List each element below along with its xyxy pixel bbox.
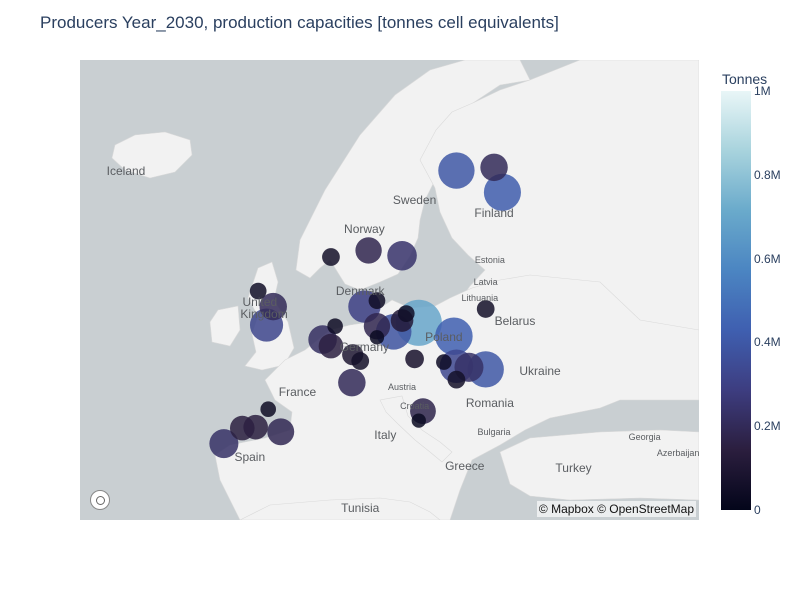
- map-attribution[interactable]: © Mapbox © OpenStreetMap: [536, 501, 696, 517]
- map-canvas[interactable]: [80, 60, 699, 520]
- producer-bubble[interactable]: [267, 418, 295, 446]
- producer-bubble[interactable]: [387, 240, 417, 271]
- producer-bubble[interactable]: [411, 413, 426, 428]
- producer-bubble[interactable]: [369, 330, 385, 345]
- producer-bubble[interactable]: [327, 318, 343, 334]
- place-label: Finland: [474, 206, 514, 221]
- place-label: Bulgaria: [477, 426, 511, 437]
- place-label: Spain: [234, 450, 266, 465]
- producer-bubble[interactable]: [355, 237, 382, 264]
- producer-bubble[interactable]: [397, 305, 415, 322]
- colorbar-tick-label: 0: [754, 503, 761, 517]
- place-label: Kingdom: [240, 306, 288, 321]
- producer-bubble[interactable]: [436, 354, 452, 370]
- place-label: Croatia: [400, 401, 430, 412]
- producer-bubble[interactable]: [363, 312, 391, 340]
- place-label: Sweden: [392, 192, 437, 207]
- producer-bubble[interactable]: [438, 152, 475, 189]
- place-label: Georgia: [628, 432, 661, 443]
- land-iceland: [111, 131, 193, 179]
- chart-title: Producers Year_2030, production capaciti…: [40, 13, 559, 32]
- colorbar: [721, 91, 751, 510]
- producer-bubble[interactable]: [483, 173, 521, 211]
- producer-bubble[interactable]: [447, 370, 466, 389]
- place-label: Ukraine: [519, 364, 561, 379]
- land-italy: [379, 395, 453, 463]
- land-north-africa: [239, 497, 441, 520]
- producer-bubbles: [209, 152, 521, 459]
- land-turkey: [499, 429, 699, 501]
- place-label: Iceland: [106, 163, 146, 178]
- producer-bubble[interactable]: [480, 153, 508, 182]
- place-label: Romania: [465, 396, 514, 411]
- place-label: Lithuania: [461, 293, 499, 304]
- place-label: Denmark: [335, 284, 385, 299]
- place-label: Estonia: [474, 254, 505, 265]
- colorbar-tick-label: 0.4M: [754, 335, 781, 350]
- producer-bubble[interactable]: [435, 317, 473, 355]
- producer-bubble[interactable]: [229, 415, 255, 441]
- place-label: France: [278, 384, 317, 399]
- producer-bubble[interactable]: [476, 300, 495, 318]
- producer-bubble[interactable]: [405, 349, 424, 369]
- producer-bubble[interactable]: [260, 401, 277, 418]
- producer-bubble[interactable]: [322, 248, 340, 266]
- producer-bubble[interactable]: [368, 292, 386, 310]
- land-ireland: [209, 305, 241, 347]
- producer-bubble[interactable]: [209, 429, 239, 459]
- colorbar-title: Tonnes: [722, 71, 768, 87]
- place-label: Austria: [388, 381, 417, 392]
- producer-bubble[interactable]: [338, 368, 366, 397]
- producer-bubble[interactable]: [259, 292, 287, 321]
- colorbar-tick-label: 0.8M: [754, 167, 781, 182]
- mapbox-logo-icon[interactable]: [90, 490, 110, 510]
- place-label: Tunisia: [341, 500, 380, 515]
- place-label: Norway: [344, 221, 385, 236]
- producer-bubble[interactable]: [249, 282, 267, 300]
- map-view[interactable]: Iceland Sweden Finland Norway Estonia Latvia L…: [80, 60, 699, 520]
- producer-bubble[interactable]: [318, 333, 344, 359]
- producer-bubble[interactable]: [351, 352, 370, 370]
- place-label: Greece: [445, 458, 485, 473]
- place-label: United: [242, 294, 278, 309]
- place-label: Latvia: [473, 277, 498, 288]
- place-label: Belarus: [494, 313, 536, 328]
- place-label: Germany: [339, 340, 390, 355]
- place-label: Poland: [425, 330, 463, 345]
- colorbar-tick-label: 0.2M: [754, 419, 781, 434]
- place-label: Azerbaijan: [656, 447, 699, 458]
- colorbar-tick-label: 0.6M: [754, 251, 781, 266]
- place-label: Italy: [374, 427, 397, 442]
- colorbar-tick-label: 1M: [754, 84, 771, 98]
- colorbar-gradient: [721, 91, 751, 510]
- place-label: Turkey: [555, 460, 592, 475]
